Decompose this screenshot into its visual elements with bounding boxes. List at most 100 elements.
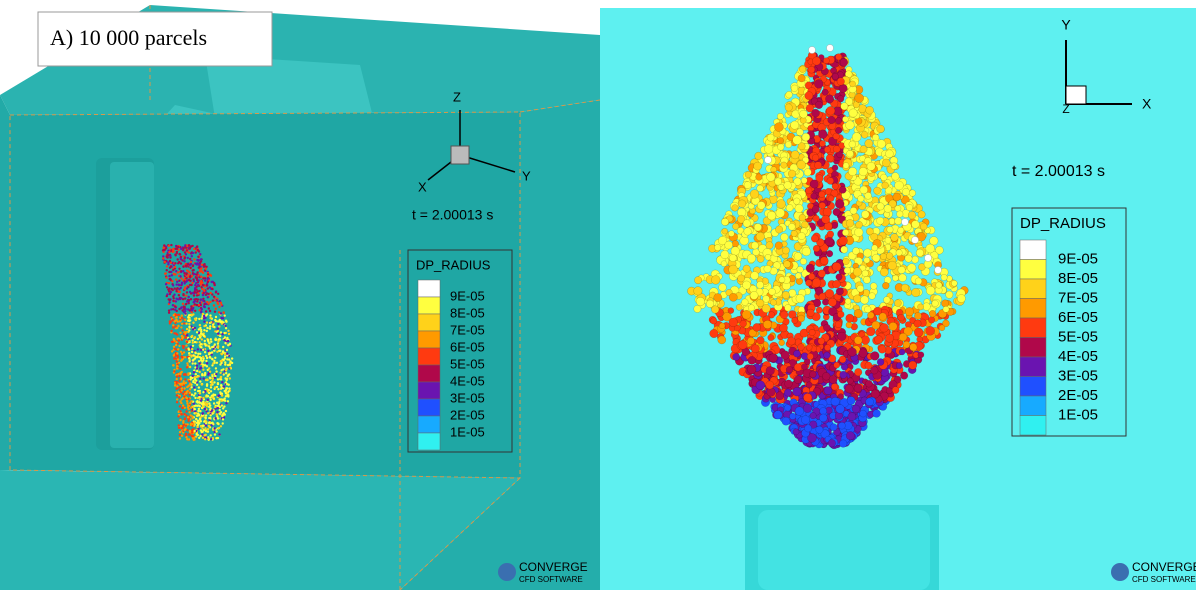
particle: [208, 307, 210, 309]
particle: [182, 266, 184, 268]
particle: [750, 291, 758, 299]
particle: [789, 413, 796, 420]
particle: [729, 318, 738, 327]
particle: [836, 288, 843, 295]
particle: [898, 314, 905, 321]
particle: [174, 305, 176, 307]
particle: [200, 298, 202, 300]
particle: [192, 354, 194, 356]
particle: [799, 214, 806, 221]
particle: [911, 220, 919, 228]
particle: [912, 288, 921, 297]
particle: [793, 136, 802, 145]
particle: [186, 341, 188, 343]
particle: [200, 349, 202, 351]
particle: [728, 231, 734, 237]
particle: [190, 314, 192, 316]
particle: [176, 375, 178, 377]
particle: [173, 346, 175, 348]
particle: [200, 283, 202, 285]
particle: [172, 326, 174, 328]
particle: [211, 288, 213, 290]
particle: [227, 390, 229, 392]
particle: [748, 356, 756, 364]
particle: [824, 147, 830, 153]
particle: [166, 269, 168, 271]
particle: [839, 356, 846, 363]
particle: [188, 251, 190, 253]
particle: [785, 141, 792, 148]
particle: [162, 247, 164, 249]
particle: [221, 381, 223, 383]
particle: [875, 336, 883, 344]
particle: [169, 260, 171, 262]
particle: [175, 344, 177, 346]
particle: [196, 290, 198, 292]
particle: [743, 220, 751, 228]
particle: [891, 234, 899, 242]
particle: [894, 300, 901, 307]
particle: [824, 352, 831, 359]
particle: [225, 381, 227, 383]
particle: [197, 249, 199, 251]
particle: [757, 201, 765, 209]
particle: [179, 434, 181, 436]
particle: [819, 140, 825, 146]
particle: [186, 366, 188, 368]
particle: [179, 275, 181, 277]
particle: [200, 286, 202, 288]
particle: [779, 324, 787, 332]
particle: [819, 293, 826, 300]
particle: [224, 315, 226, 317]
particle: [197, 298, 199, 300]
particle: [179, 291, 181, 293]
particle: [174, 254, 176, 256]
particle: [939, 325, 945, 331]
particle: [228, 387, 230, 389]
particle: [838, 422, 845, 429]
particle: [866, 106, 874, 114]
particle: [172, 250, 174, 252]
axis-label: Z: [453, 89, 461, 104]
particle: [214, 375, 216, 377]
particle: [916, 249, 924, 257]
particle: [217, 437, 219, 439]
particle: [207, 275, 209, 277]
particle: [775, 226, 782, 233]
particle: [892, 387, 899, 394]
particle: [787, 337, 795, 345]
particle: [183, 351, 185, 353]
particle: [231, 357, 233, 359]
particle: [190, 376, 192, 378]
particle: [181, 315, 183, 317]
particle: [181, 283, 183, 285]
particle: [186, 300, 188, 302]
legend-swatch: [418, 280, 440, 297]
particle: [164, 249, 166, 251]
particle: [807, 353, 813, 359]
particle: [212, 299, 214, 301]
particle: [204, 374, 206, 376]
particle: [220, 384, 222, 386]
particle: [788, 170, 796, 178]
particle: [217, 320, 219, 322]
particle: [206, 330, 208, 332]
particle: [184, 333, 186, 335]
particle: [810, 413, 816, 419]
particle: [190, 305, 192, 307]
particle: [878, 346, 886, 354]
particle: [798, 344, 805, 351]
legend-swatch: [418, 297, 440, 314]
particle: [819, 414, 827, 422]
particle: [215, 367, 217, 369]
particle: [914, 320, 921, 327]
particle: [206, 362, 208, 364]
particle: [918, 304, 924, 310]
particle: [172, 289, 174, 291]
particle: [176, 333, 178, 335]
particle: [895, 217, 902, 224]
particle: [192, 278, 194, 280]
particle: [182, 294, 184, 296]
particle: [852, 405, 860, 413]
particle: [206, 378, 208, 380]
